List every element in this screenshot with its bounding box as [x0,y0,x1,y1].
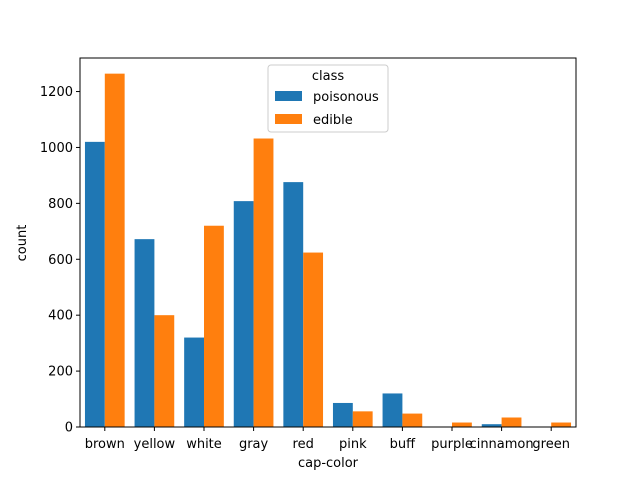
x-axis: brown yellow white gray red pink buff purplecin… [85,427,570,452]
legend-label-poisonous: poisonous [313,90,379,105]
y-tick-label: 600 [48,253,73,268]
bar-poisonous-yellow [134,239,155,427]
bar-edible-cinnamon [501,417,522,427]
bar-edible-red [303,252,324,427]
bar-edible-brown [104,73,125,428]
y-tick-label: 0 [65,421,73,436]
x-tick-label: purple [431,437,473,452]
bar-edible-buff [402,413,423,427]
x-tick-label: white [186,437,222,452]
legend-swatch-edible [275,114,302,124]
x-axis-label: cap-color [298,456,359,471]
bar-edible-pink [352,411,373,427]
x-tick-label: red [293,437,314,452]
bar-edible-purple [452,422,472,427]
x-tick-label: yellow [134,437,176,452]
y-tick-label: 1200 [40,85,73,100]
legend-swatch-poisonous [275,91,302,101]
x-tick-label: buff [390,437,416,452]
y-axis: 0 200 400 600 800 1000 1200 [40,85,80,436]
x-tick-label: pink [339,437,367,452]
legend-label-edible: edible [313,113,353,128]
y-tick-label: 1000 [40,141,73,156]
bar-edible-green [551,422,572,427]
x-tick-label: green [532,437,570,452]
y-tick-label: 200 [48,365,73,380]
bar-edible-yellow [154,315,175,427]
bar-poisonous-buff [382,393,403,427]
y-tick-label: 800 [48,197,73,212]
legend-title: class [312,69,344,84]
bar-poisonous-white [184,337,204,427]
y-axis-label: count [15,225,30,262]
bar-poisonous-gray [233,201,254,427]
x-tick-label: gray [239,437,269,452]
bar-poisonous-red [283,182,304,427]
x-tick-label: cinnamon [470,437,534,452]
bar-poisonous-cinnamon [481,424,502,427]
bar-edible-gray [253,138,274,427]
bar-edible-white [204,225,224,427]
plot-frame [79,57,577,428]
y-tick-label: 400 [48,309,73,324]
legend: class poisonous edible [267,64,389,133]
legend-items: poisonous edible [275,90,379,128]
bar-poisonous-brown [84,141,105,428]
x-tick-label: brown [85,437,125,452]
bars-layer [84,73,572,428]
bar-poisonous-pink [332,402,353,427]
